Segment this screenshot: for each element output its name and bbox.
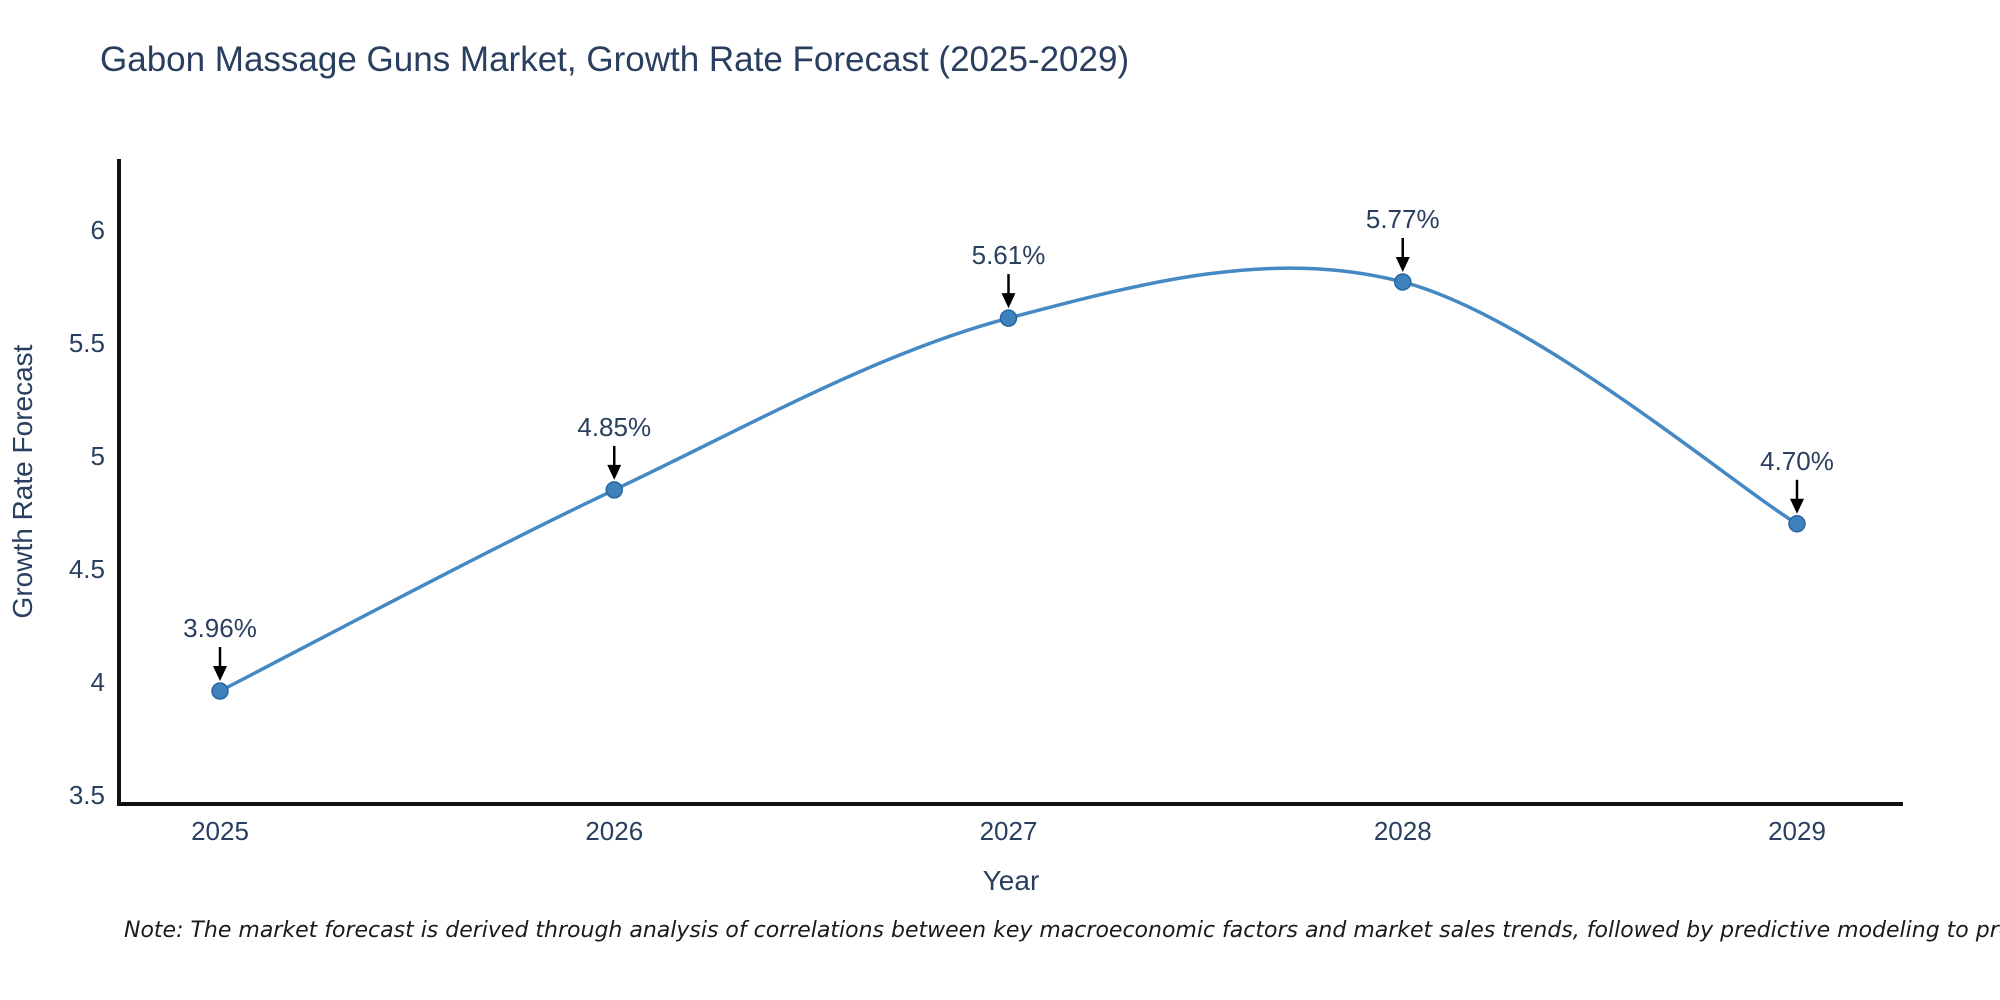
data-point-label: 4.70% [1760, 446, 1834, 476]
y-tick-label: 5 [91, 441, 105, 471]
x-tick-label: 2025 [191, 816, 249, 846]
x-tick-label: 2027 [980, 816, 1038, 846]
y-tick-label: 4.5 [69, 554, 105, 584]
data-point [211, 682, 229, 700]
data-point-label: 5.77% [1366, 204, 1440, 234]
y-tick-label: 5.5 [69, 328, 105, 358]
data-point [605, 481, 623, 499]
data-point-label: 4.85% [577, 412, 651, 442]
footnote: Note: The market forecast is derived thr… [124, 918, 2000, 943]
x-axis-title: Year [983, 865, 1040, 896]
annotation-arrow-head [1790, 498, 1804, 514]
trend-line [218, 266, 1799, 693]
x-tick-label: 2026 [585, 816, 643, 846]
annotation-arrow-head [1001, 293, 1016, 309]
data-point [1788, 515, 1806, 533]
data-point-label: 3.96% [183, 613, 257, 643]
data-point [999, 309, 1018, 327]
y-tick-label: 6 [91, 215, 105, 245]
x-tick-label: 2028 [1374, 816, 1432, 846]
y-tick-label: 3.5 [69, 780, 105, 810]
y-tick-label: 4 [91, 667, 105, 697]
x-tick-label: 2029 [1768, 816, 1826, 846]
annotation-arrow-head [213, 666, 227, 682]
chart-title: Gabon Massage Guns Market, Growth Rate F… [100, 40, 1130, 79]
annotation-arrow-head [607, 464, 622, 480]
annotation-arrow-head [1395, 256, 1410, 272]
y-axis-title: Growth Rate Forecast [7, 344, 38, 618]
data-point [1394, 273, 1412, 291]
data-point-label: 5.61% [972, 240, 1046, 270]
